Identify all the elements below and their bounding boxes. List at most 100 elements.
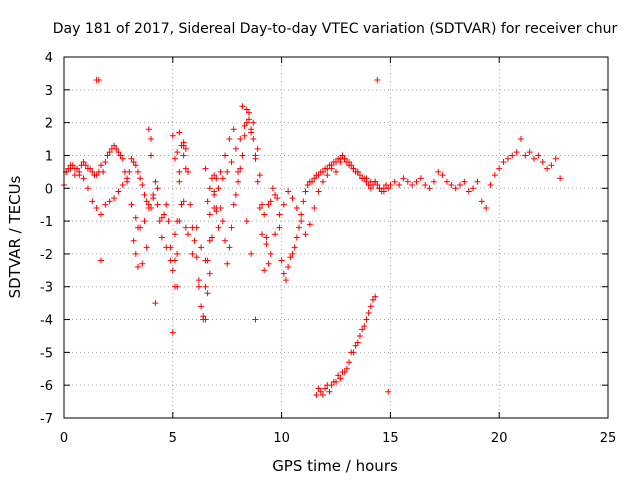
data-point [439,172,446,179]
data-point [132,214,139,221]
data-point [354,168,361,175]
data-point [367,185,374,192]
data-point [265,201,272,208]
data-point [174,283,181,290]
data-point [376,185,383,192]
data-point [239,103,246,110]
data-point [513,149,520,156]
data-point [369,296,376,303]
data-point [396,181,403,188]
data-point [363,175,370,182]
data-point [265,260,272,267]
data-point [178,201,185,208]
data-point [263,241,270,248]
y-tick-label: 1 [45,149,53,164]
data-point [128,201,135,208]
data-point [206,211,213,218]
data-point [174,250,181,257]
data-point [252,155,259,162]
data-point [346,359,353,366]
data-point [174,149,181,156]
series-0 [61,76,564,399]
data-point [380,188,387,195]
data-point [311,204,318,211]
data-point [182,145,189,152]
data-point [504,155,511,162]
data-point [143,244,150,251]
data-point [313,392,320,399]
data-point [185,231,192,238]
data-point [245,116,252,123]
data-point [97,211,104,218]
data-point [185,168,192,175]
data-point [272,191,279,198]
data-point [156,218,163,225]
data-point [211,172,218,179]
data-point [343,365,350,372]
y-tick-label: -5 [40,346,53,361]
data-point [69,162,76,169]
data-point [228,224,235,231]
data-point [363,316,370,323]
data-point [285,264,292,271]
data-point [237,165,244,172]
data-point [391,178,398,185]
data-point [176,129,183,136]
data-point [84,185,91,192]
data-point [296,224,303,231]
x-tick-label: 0 [60,431,68,446]
data-point [291,244,298,251]
data-point [267,198,274,205]
data-point [200,313,207,320]
data-point [219,175,226,182]
data-point [241,132,248,139]
data-point [372,293,379,300]
data-point [169,329,176,336]
data-point [276,211,283,218]
data-point [100,168,107,175]
data-point [544,165,551,172]
data-point [128,155,135,162]
data-point [276,224,283,231]
data-point [139,260,146,267]
data-point [315,385,322,392]
data-point [132,250,139,257]
data-point [280,201,287,208]
data-point [337,375,344,382]
data-point [319,392,326,399]
data-point [552,155,559,162]
data-point [526,149,533,156]
data-point [245,109,252,116]
data-point [119,155,126,162]
data-point [400,175,407,182]
data-point [319,168,326,175]
data-point [171,155,178,162]
data-point [443,178,450,185]
data-point [80,159,87,166]
data-point [282,277,289,284]
data-point [250,119,257,126]
data-point [322,385,329,392]
data-point [137,175,144,182]
data-point [169,132,176,139]
data-point [483,204,490,211]
data-point [315,188,322,195]
data-point [202,316,209,323]
data-point [339,152,346,159]
data-point [361,323,368,330]
data-point [426,185,433,192]
data-point [274,195,281,202]
data-point [235,168,242,175]
data-point [143,198,150,205]
data-point [102,201,109,208]
data-point [359,326,366,333]
data-point [496,165,503,172]
data-point [335,372,342,379]
data-point [154,201,161,208]
data-point [478,198,485,205]
data-point [350,165,357,172]
data-point [115,149,122,156]
data-point [243,119,250,126]
data-point [352,342,359,349]
data-point [117,152,124,159]
